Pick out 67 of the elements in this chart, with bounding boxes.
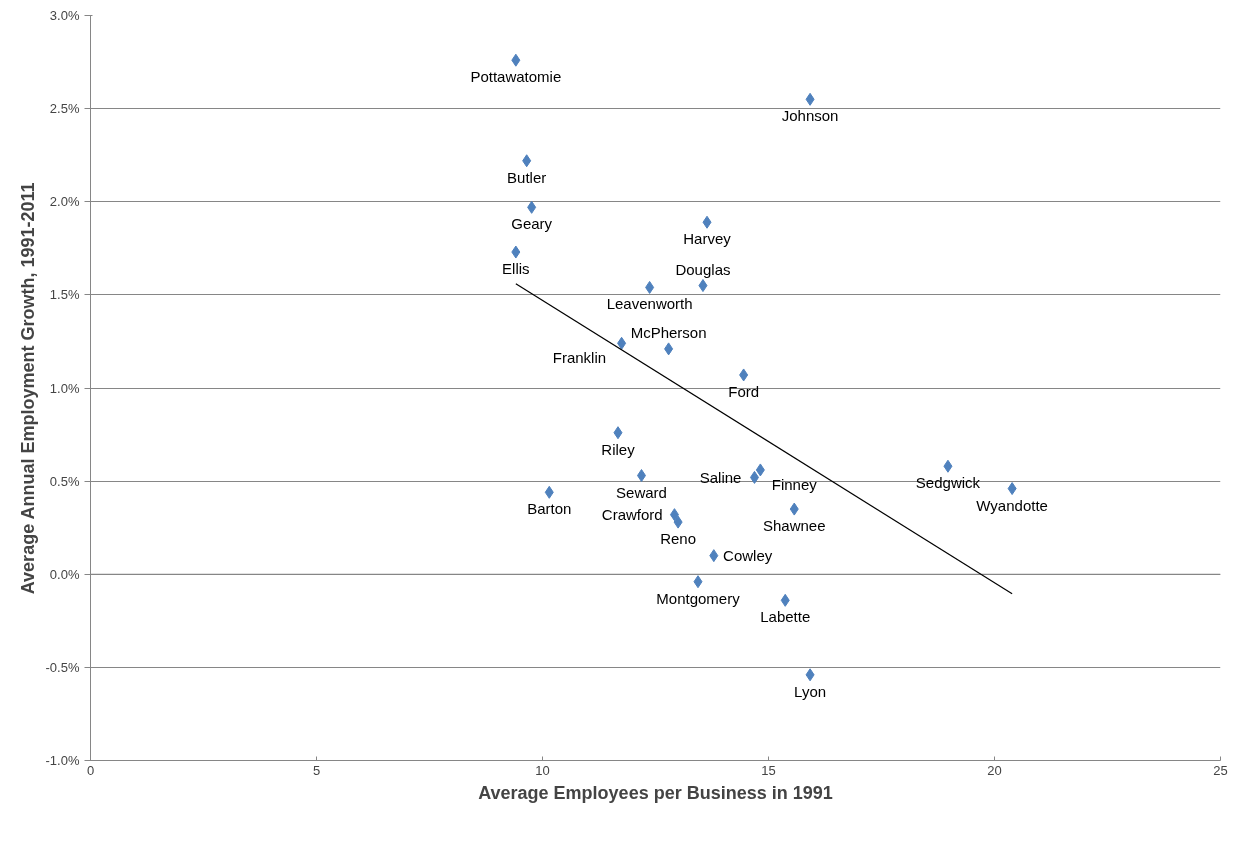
x-tick-label: 5 xyxy=(312,762,321,778)
data-label: Ellis xyxy=(502,260,530,278)
y-tick-label: 1.5% xyxy=(49,287,80,303)
data-label: Shawnee xyxy=(762,517,826,535)
data-label: Franklin xyxy=(552,349,607,367)
data-label: Cowley xyxy=(723,547,773,565)
x-tick-label: 25 xyxy=(1213,762,1228,778)
data-label: Reno xyxy=(660,530,697,548)
data-label: Leavenworth xyxy=(606,295,693,313)
point xyxy=(943,459,953,473)
point xyxy=(702,215,712,229)
point xyxy=(693,575,703,589)
data-label: Harvey xyxy=(683,230,732,248)
data-label: Pottawatomie xyxy=(470,68,562,86)
data-label: Wyandotte xyxy=(976,496,1048,514)
data-label: Riley xyxy=(601,440,636,458)
point xyxy=(709,549,719,563)
point xyxy=(617,336,627,350)
data-label: McPherson xyxy=(630,323,707,341)
point xyxy=(511,53,521,67)
x-tick-label: 0 xyxy=(86,762,95,778)
point xyxy=(511,245,521,259)
y-axis-title: Average Annual Employment Growth, 1991-2011 xyxy=(17,182,38,595)
y-tick-label: 3.0% xyxy=(49,8,80,23)
point xyxy=(755,463,765,477)
point xyxy=(805,92,815,106)
data-label: Butler xyxy=(507,168,547,186)
point xyxy=(780,593,790,607)
data-label: Sedgwick xyxy=(915,474,981,492)
point xyxy=(698,279,708,293)
data-label: Crawford xyxy=(601,506,663,524)
point xyxy=(789,502,799,516)
point xyxy=(613,426,623,440)
x-axis-title: Average Employees per Business in 1991 xyxy=(478,782,833,803)
data-label: Lyon xyxy=(794,682,827,700)
point xyxy=(664,342,674,356)
x-tick-label: 15 xyxy=(761,762,776,778)
point xyxy=(636,469,646,483)
data-label: Saline xyxy=(699,468,742,486)
y-tick-label: -0.5% xyxy=(45,659,80,675)
x-tick-label: 10 xyxy=(535,762,550,778)
data-label: Geary xyxy=(511,215,553,233)
point xyxy=(673,515,683,529)
data-label: Finney xyxy=(771,475,818,493)
point xyxy=(522,154,532,168)
y-tick-label: 0.0% xyxy=(49,566,80,582)
y-tick-label: -1.0% xyxy=(45,753,80,768)
point xyxy=(645,280,655,294)
point xyxy=(1007,482,1017,496)
y-tick-label: 2.5% xyxy=(49,101,80,117)
point xyxy=(527,200,537,214)
point xyxy=(739,368,749,382)
data-label: Labette xyxy=(760,608,811,626)
point xyxy=(805,668,815,682)
data-label: Douglas xyxy=(675,260,731,278)
point xyxy=(669,508,679,522)
data-label: Johnson xyxy=(781,107,839,125)
data-label: Montgomery xyxy=(656,589,741,607)
y-tick-label: 1.0% xyxy=(49,380,80,396)
point xyxy=(749,470,759,484)
data-label: Ford xyxy=(728,382,760,400)
data-label: Barton xyxy=(527,500,572,518)
y-tick-label: 2.0% xyxy=(49,194,80,210)
point xyxy=(544,485,554,499)
data-label: Seward xyxy=(616,483,667,501)
x-tick-label: 20 xyxy=(987,762,1002,778)
y-tick-label: 0.5% xyxy=(49,473,80,489)
